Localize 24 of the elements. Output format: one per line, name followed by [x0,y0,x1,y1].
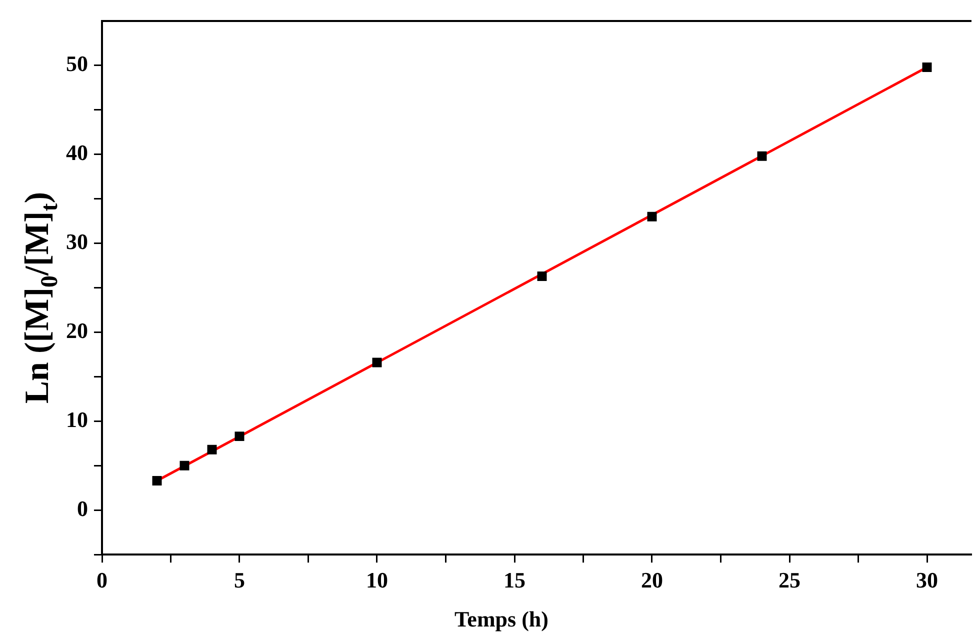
x-tick-label: 20 [641,567,663,592]
point [152,476,162,486]
point [372,358,382,368]
y-tick-label: 20 [66,318,88,343]
y-tick-label: 50 [66,51,88,76]
point [922,62,932,72]
y-tick-label: 30 [66,229,88,254]
x-tick-label: 25 [778,567,800,592]
y-tick-label: 40 [66,140,88,166]
x-tick-label: 5 [234,567,245,592]
x-tick-label: 10 [366,567,388,592]
point [647,212,657,222]
x-tick-label: 30 [916,567,938,592]
x-axis-title: Temps (h) [454,606,548,632]
point [180,460,190,470]
y-axis-title: Ln ([M]0/[M]t) [19,192,63,404]
x-tick-label: 15 [504,567,526,592]
y-tick-label: 0 [77,496,88,521]
point [757,151,767,161]
x-tick-label: 0 [96,567,108,592]
point [537,271,547,281]
point [207,444,217,454]
point [234,432,244,442]
y-tick-label: 10 [66,406,88,432]
